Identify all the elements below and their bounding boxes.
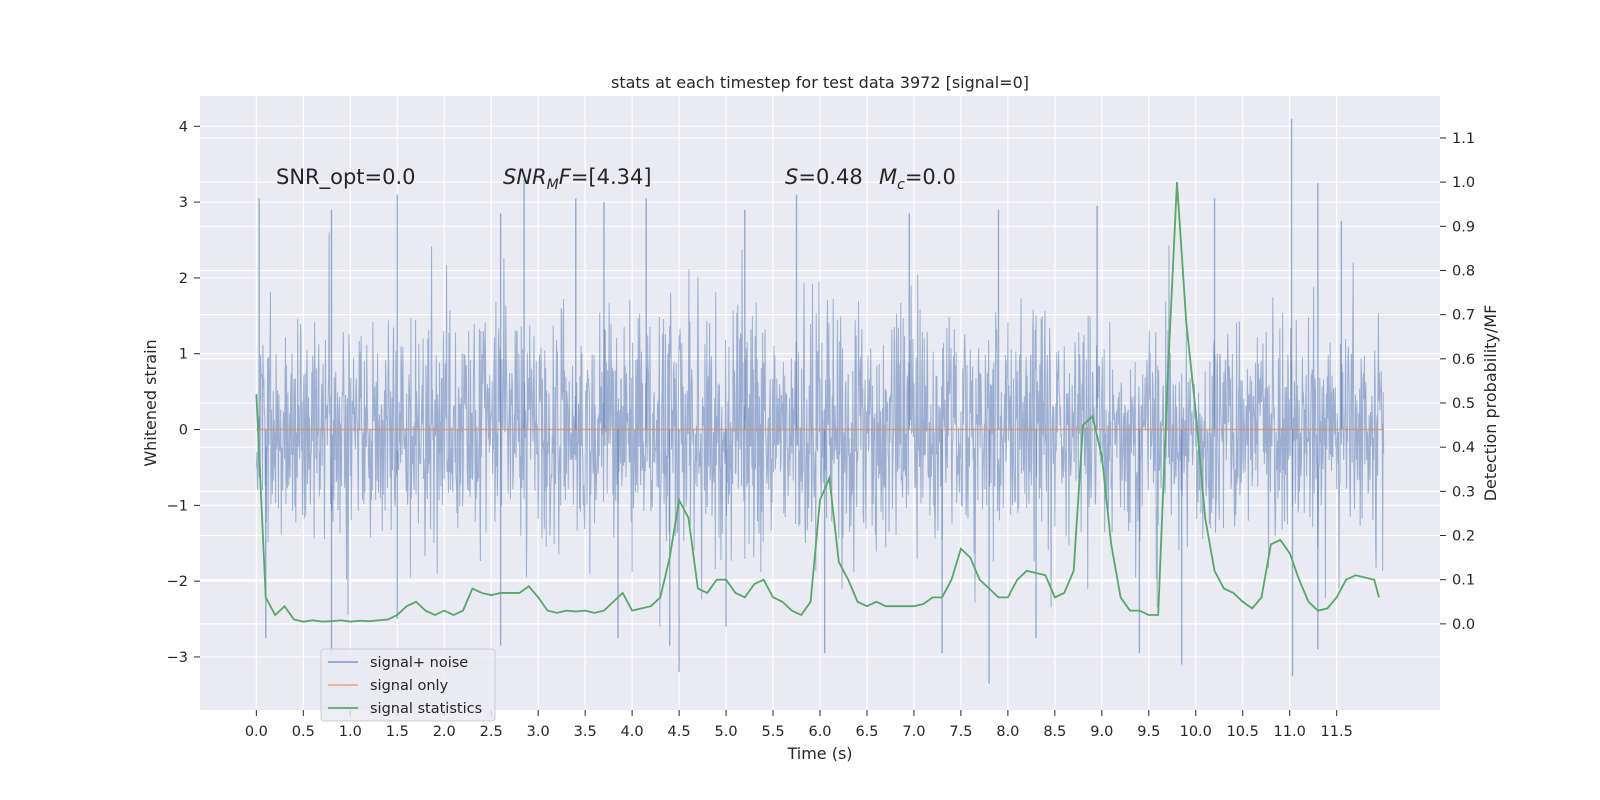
right-y-tick-label-3: 0.3 [1452,484,1475,500]
left-y-axis-label: Whitened strain [141,339,160,466]
right-y-tick-label-7: 0.7 [1452,308,1475,324]
annotation-mc-subscript: c [897,177,905,193]
x-tick-label-13: 6.5 [855,724,878,740]
signal-statistics-line [255,182,1380,623]
x-tick-label-23: 11.5 [1321,724,1353,740]
right-y-tick-label-8: 0.8 [1452,263,1475,279]
x-tick-label-20: 10.0 [1180,724,1212,740]
x-tick-label-17: 8.5 [1043,724,1066,740]
annotation-snr-mf-symbol-2: F [559,165,572,189]
legend: signal+ noise signal only signal statist… [320,648,496,722]
right-y-tick-label-0: 0.0 [1452,617,1475,633]
x-tick-label-9: 4.5 [668,724,691,740]
legend-label-signal-plus-noise: signal+ noise [370,655,468,671]
x-tick-label-2: 1.0 [339,724,362,740]
legend-label-signal-only: signal only [370,678,449,694]
annotation-s: S=0.48 [785,165,863,189]
x-tick-label-15: 7.5 [949,724,972,740]
right-y-tick-label-4: 0.4 [1452,440,1475,456]
left-y-tick-label-3: 0 [179,423,188,439]
annotation-snr-mf-value: =[4.34] [571,165,652,189]
series-signal-plus-noise [255,118,1385,684]
left-y-tick-label-0: −3 [167,650,188,666]
left-y-tick-label-1: −2 [167,574,188,590]
right-y-tick-label-6: 0.6 [1452,352,1475,368]
x-tick-label-18: 9.0 [1090,724,1113,740]
noise-trace [255,232,1385,627]
annotation-s-symbol: S [785,165,798,189]
annotation-snr-mf-symbol: SNR [503,165,547,189]
right-y-tick-label-2: 0.2 [1452,529,1475,545]
annotation-snr-opt: SNR_opt=0.0 [276,165,416,190]
x-tick-label-1: 0.5 [292,724,315,740]
right-y-tick-label-10: 1.0 [1452,175,1475,191]
x-tick-label-16: 8.0 [996,724,1019,740]
left-y-tick-label-6: 3 [179,195,188,211]
right-y-tick-label-9: 0.9 [1452,219,1475,235]
x-tick-label-6: 3.0 [527,724,550,740]
left-y-tick-label-2: −1 [167,498,188,514]
x-axis-label: Time (s) [786,744,852,763]
left-y-tick-label-7: 4 [179,119,188,135]
right-y-tick-label-5: 0.5 [1452,396,1475,412]
x-tick-label-11: 5.5 [761,724,784,740]
left-y-tick-label-4: 1 [179,347,188,363]
x-tick-label-14: 7.0 [902,724,925,740]
chart-title: stats at each timestep for test data 397… [611,73,1029,92]
right-y-axis-label: Detection probability/MF [1481,305,1500,502]
x-tick-label-0: 0.0 [245,724,268,740]
right-y-tick-label-1: 0.1 [1452,573,1475,589]
x-axis-ticks: 0.0 0.5 1.0 1.5 2.0 2.5 3.0 3.5 4.0 4.5 5.0 5.5 6.0 6… [245,710,1353,740]
x-tick-label-3: 1.5 [386,724,409,740]
annotation-mc-value: =0.0 [905,165,956,189]
x-tick-label-10: 5.0 [715,724,738,740]
left-y-tick-label-5: 2 [179,271,188,287]
x-tick-label-7: 3.5 [574,724,597,740]
series-signal-statistics [255,182,1380,623]
x-tick-label-8: 4.0 [621,724,644,740]
annotation-snr-mf-subscript: M [547,177,559,193]
annotation-mc: Mc=0.0 [879,165,956,193]
legend-label-signal-statistics: signal statistics [370,701,482,717]
x-tick-label-21: 10.5 [1227,724,1259,740]
annotation-s-value: =0.48 [798,165,862,189]
right-y-tick-label-11: 1.1 [1452,131,1475,147]
right-y-axis-ticks: 0.0 0.1 0.2 0.3 0.4 0.5 0.6 0.7 0.8 0.9 1.0 1.1 [1440,131,1475,633]
annotation-mc-symbol: M [879,165,897,189]
x-tick-label-12: 6.0 [808,724,831,740]
legend-box [320,648,496,722]
x-tick-label-22: 11.0 [1274,724,1306,740]
x-tick-label-19: 9.5 [1137,724,1160,740]
x-tick-label-5: 2.5 [480,724,503,740]
left-y-axis-ticks: −3 −2 −1 0 1 2 3 4 [167,119,200,666]
annotation-snr-mf: SNRMF=[4.34] [503,165,652,193]
x-tick-label-4: 2.0 [433,724,456,740]
